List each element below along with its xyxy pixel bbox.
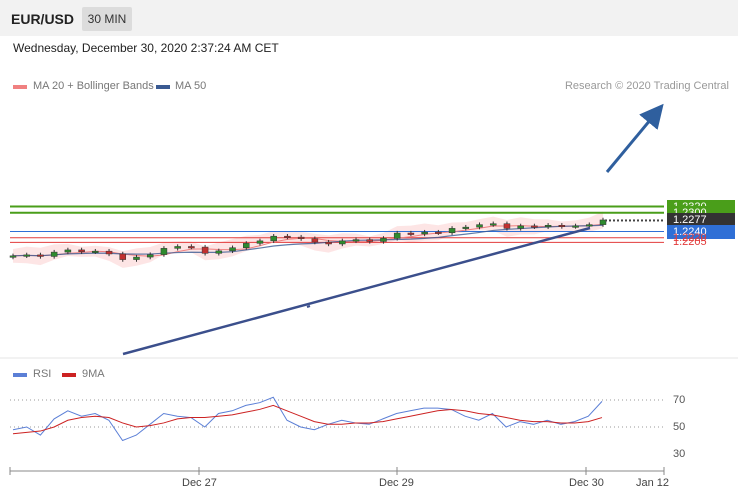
candle-body — [352, 239, 360, 242]
price-tag-last: 1.2277 — [667, 212, 735, 227]
candle-body — [448, 228, 456, 233]
candle-body — [284, 235, 291, 238]
trend-tick — [306, 305, 311, 308]
candle-body — [325, 241, 332, 245]
copyright-text: Research © 2020 Trading Central — [564, 80, 729, 92]
x-label-dec29: Dec 29 — [379, 477, 414, 489]
chart-datetime: Wednesday, December 30, 2020 2:37:24 AM … — [13, 41, 279, 55]
rsi-tick-70: 70 — [673, 394, 686, 406]
candle-body — [215, 250, 223, 254]
ma50-swatch — [156, 85, 170, 89]
candle-body — [174, 246, 181, 249]
candle-body — [366, 239, 373, 242]
legend-ma50: MA 50 — [175, 80, 207, 92]
candle-body — [380, 238, 387, 242]
candle-body — [531, 225, 538, 228]
candle-body — [544, 225, 552, 228]
x-label-dec30: Dec 30 — [569, 477, 604, 489]
candle-body — [92, 250, 99, 253]
rsi-tick-30: 30 — [673, 448, 686, 460]
candle-body — [586, 224, 593, 227]
price-tag-pivot: 1.2240 — [667, 224, 735, 239]
candle-body — [339, 240, 346, 245]
forecast-arrow — [605, 103, 664, 173]
price-tag-support: 1.2220 — [673, 231, 707, 244]
candle-body — [160, 248, 168, 255]
ma20-swatch — [13, 85, 27, 89]
legend-rsi-ma: 9MA — [82, 368, 105, 380]
rsi-ma-line — [12, 404, 603, 435]
candle-body — [23, 254, 30, 257]
candle-body — [517, 225, 524, 229]
candle-body — [119, 253, 127, 260]
candle-body — [78, 249, 85, 253]
legend-ma20: MA 20 + Bollinger Bands — [33, 80, 154, 92]
candle-body — [256, 240, 264, 244]
timeframe-button[interactable]: 30 MIN — [82, 7, 132, 31]
trend-lines — [122, 103, 664, 356]
candle-body — [146, 254, 154, 258]
candle-body — [311, 238, 319, 243]
bollinger-bands — [13, 211, 603, 268]
candle-body — [105, 250, 113, 255]
top-bar: EUR/USD 30 MIN — [0, 0, 738, 36]
candlesticks — [9, 217, 607, 262]
rsi-swatch — [13, 373, 27, 377]
candle-body — [558, 225, 566, 228]
candle-body — [50, 251, 58, 257]
candle-body — [297, 236, 305, 239]
candle-body — [9, 255, 17, 258]
candle-body — [270, 235, 277, 242]
candle-body — [489, 223, 497, 226]
candle-body — [572, 225, 579, 228]
x-label-dec27: Dec 27 — [182, 477, 217, 489]
candle-body — [188, 246, 195, 249]
candle-body — [201, 246, 209, 254]
candle-body — [37, 254, 44, 257]
x-label-jan12: Jan 12 — [636, 477, 670, 489]
rsi-panel — [10, 396, 664, 442]
rsi-line — [12, 396, 603, 442]
candle-body — [421, 231, 428, 235]
uptrend-line — [122, 226, 591, 356]
x-axis-ticks — [9, 467, 665, 475]
candle-body — [133, 256, 140, 260]
symbol-label: EUR/USD — [11, 11, 75, 27]
candle-body — [229, 247, 236, 252]
candle-body — [407, 232, 415, 235]
bollinger-band-area — [13, 211, 603, 268]
legend-rsi: RSI — [33, 368, 52, 380]
candle-body — [243, 243, 250, 248]
candle-body — [393, 232, 401, 239]
candle-body — [599, 219, 607, 225]
candle-body — [476, 224, 483, 228]
price-tag-support: 1.2205 — [673, 236, 707, 249]
candle-body — [503, 223, 511, 229]
candle-body — [462, 226, 470, 229]
rsi-tick-50: 50 — [673, 421, 686, 433]
candle-body — [435, 231, 442, 234]
rsi-ma-swatch — [62, 373, 76, 377]
candle-body — [64, 249, 72, 253]
